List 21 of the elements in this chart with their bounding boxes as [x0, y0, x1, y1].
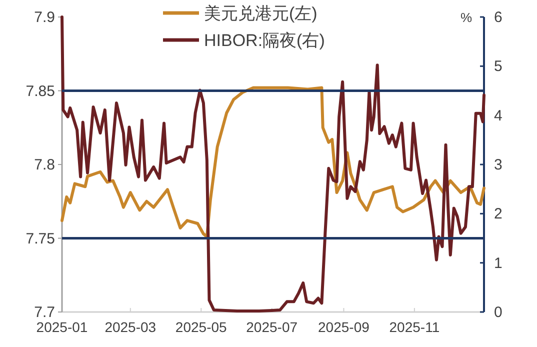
y2-tick-label: 0 — [494, 304, 502, 321]
y-tick-label: 7.85 — [26, 82, 55, 100]
y2-tick-label: 1 — [494, 254, 502, 272]
y-tick-label: 7.8 — [34, 156, 55, 174]
legend-label: 美元兑港元(左) — [204, 4, 318, 23]
x-tick-label: 2025-01 — [36, 319, 88, 335]
legend-label: HIBOR:隔夜(右) — [204, 31, 325, 50]
y2-tick-label: 5 — [494, 58, 502, 76]
y2-tick-label: 3 — [494, 156, 502, 174]
x-tick-label: 2025-05 — [175, 319, 228, 335]
x-tick-label: 2025-07 — [246, 319, 298, 335]
y2-axis-title: % — [460, 10, 472, 25]
y-tick-label: 7.9 — [34, 9, 55, 26]
x-tick-label: 2025-03 — [104, 319, 156, 335]
y2-tick-label: 2 — [494, 206, 502, 223]
x-tick-label: 2025-11 — [389, 319, 440, 335]
y-tick-label: 7.75 — [26, 230, 55, 248]
y-tick-label: 7.7 — [34, 304, 55, 321]
y2-tick-label: 6 — [494, 9, 502, 26]
x-tick-label: 2025-09 — [318, 319, 370, 335]
y2-tick-label: 4 — [494, 107, 502, 124]
